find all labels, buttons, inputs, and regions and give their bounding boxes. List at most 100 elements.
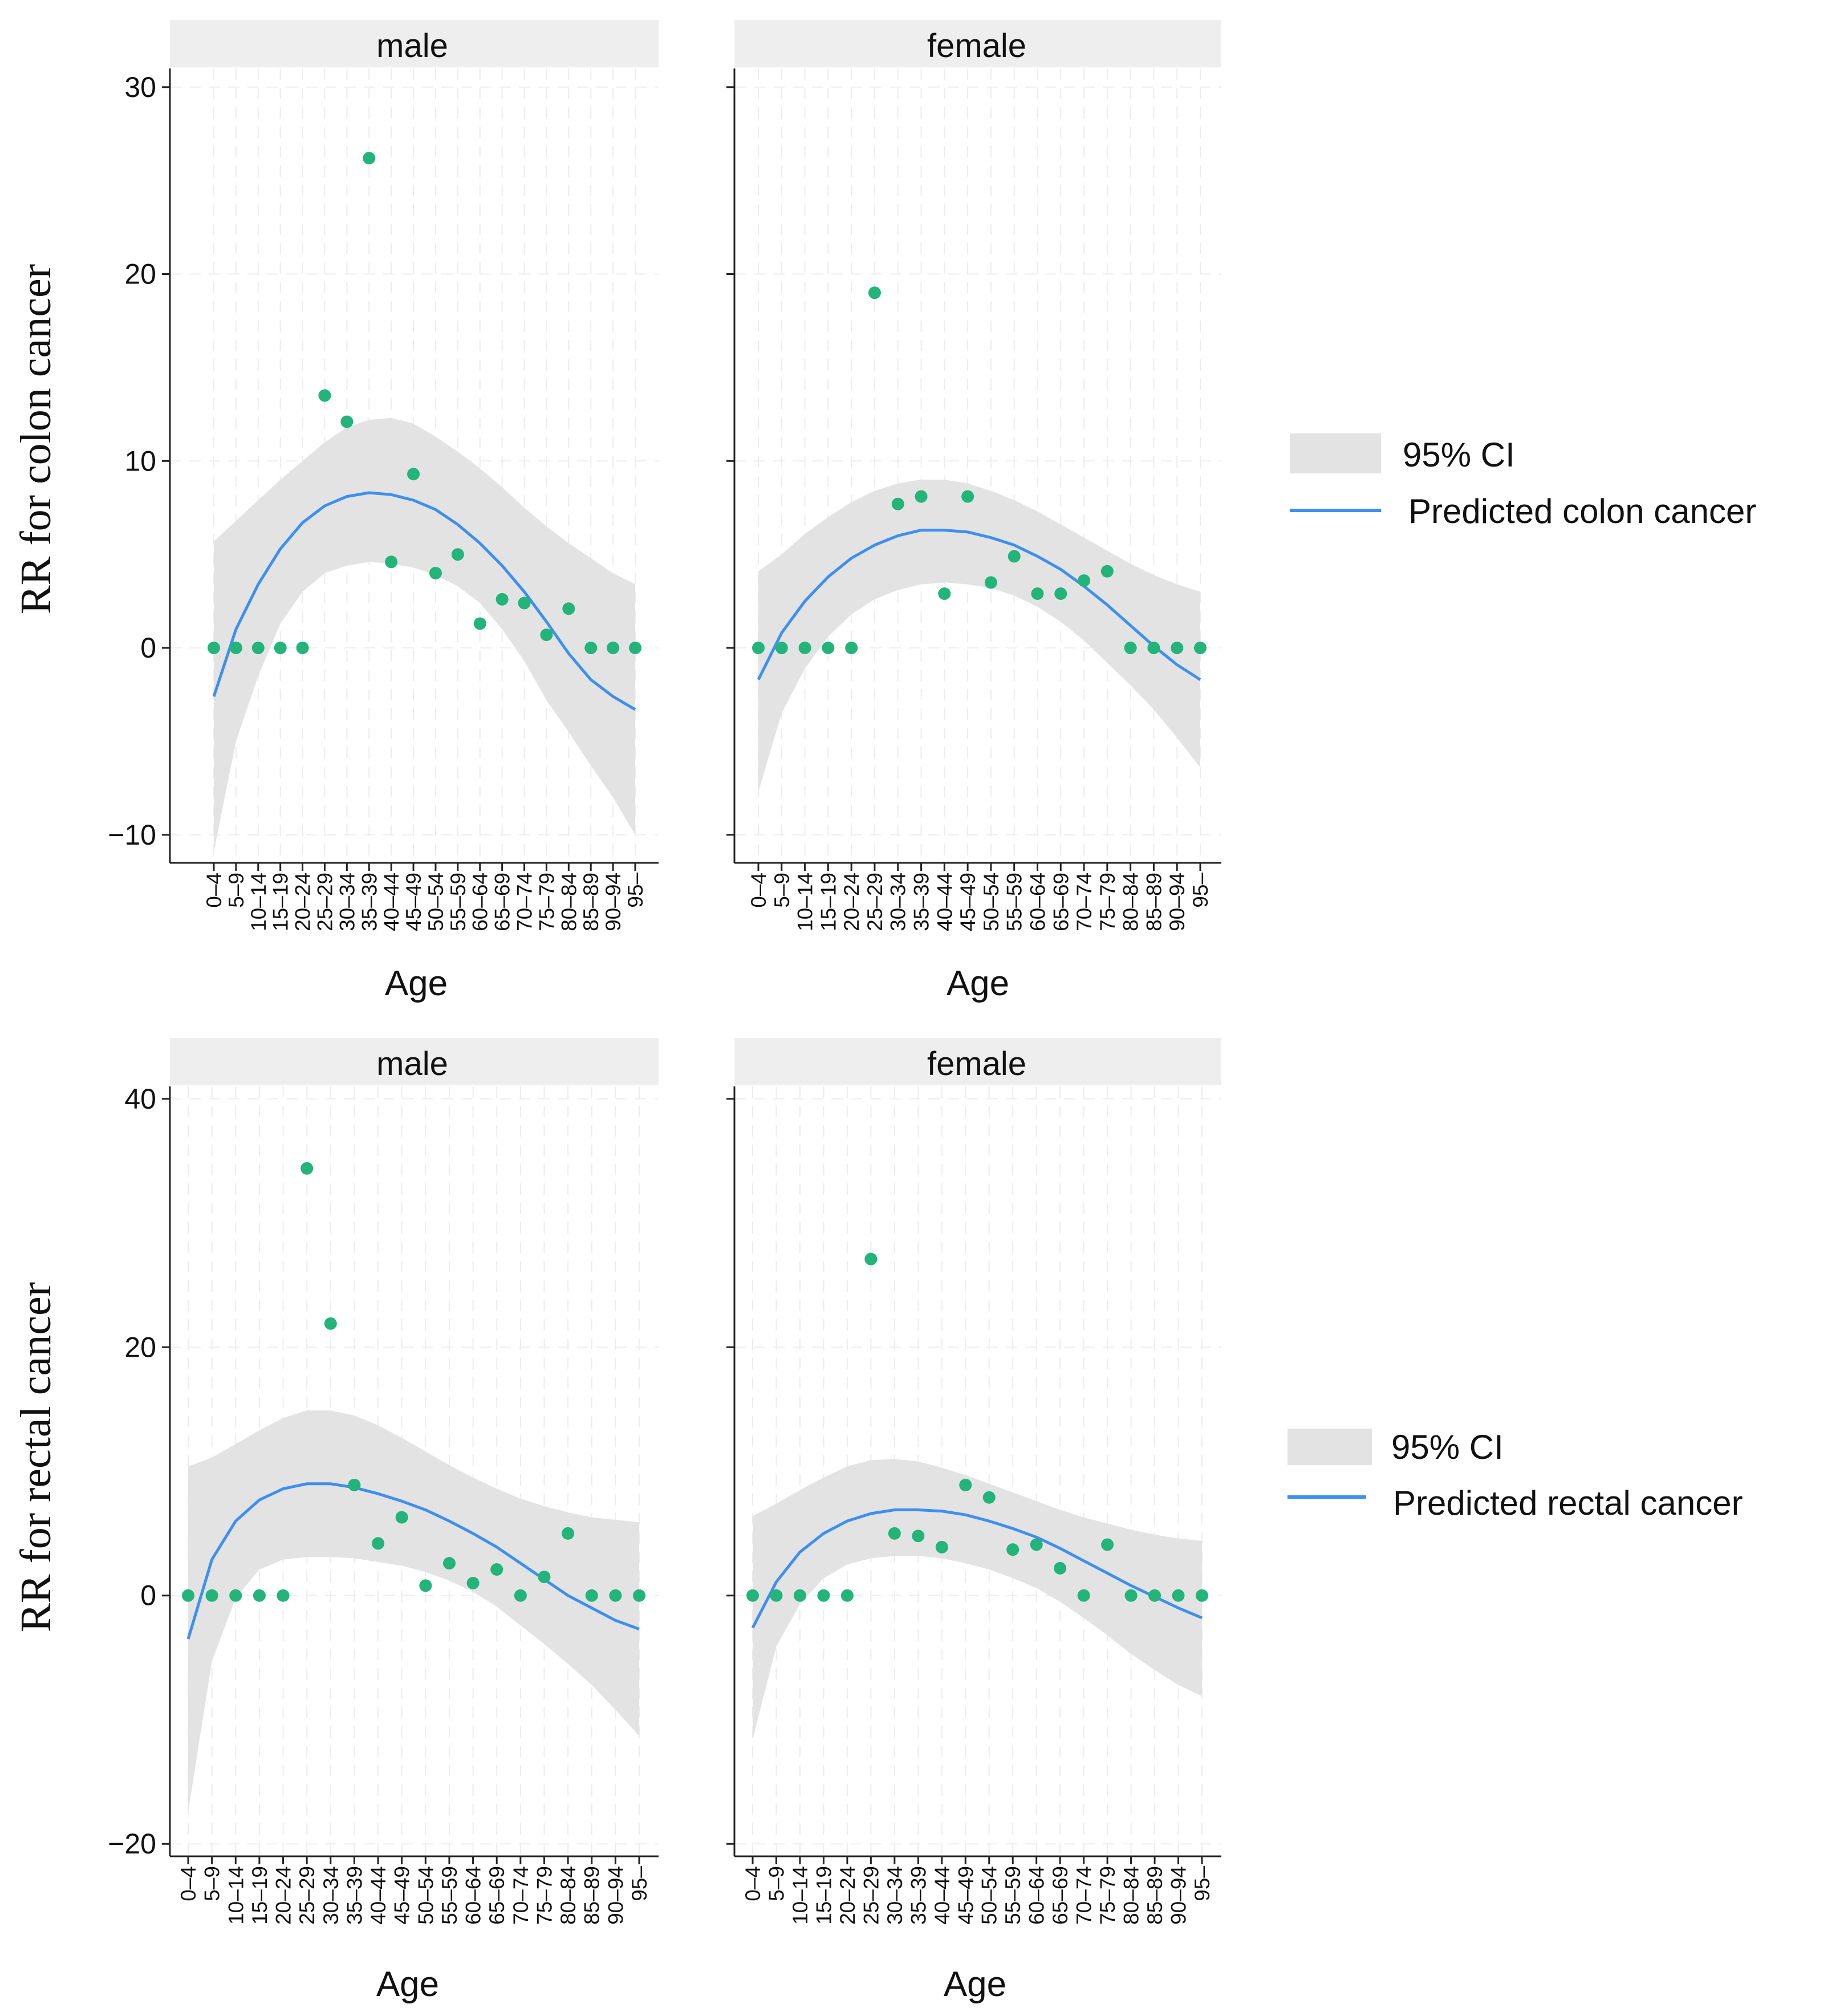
colon-male-point-60–64 xyxy=(473,617,486,630)
colon-female-point-95– xyxy=(1194,642,1207,655)
colon-male-x-tick-label: 60–64 xyxy=(469,873,492,931)
rectal-legend-ci-label: 95% CI xyxy=(1391,1428,1504,1466)
rectal-male-x-tick-label: 95– xyxy=(628,1866,651,1901)
colon-male-point-85–89 xyxy=(584,642,598,655)
colon-male-point-35–39 xyxy=(363,152,376,165)
rectal-male-point-60–64 xyxy=(466,1576,480,1589)
colon-male-x-tick-label: 90–94 xyxy=(602,873,625,931)
rectal-female-x-tick-label: 40–44 xyxy=(931,1866,954,1925)
colon-female-point-30–34 xyxy=(891,497,904,510)
colon-female-point-0–4 xyxy=(752,642,765,655)
rectal-male-x-tick-label: 45–49 xyxy=(391,1866,414,1925)
colon-male-point-5–9 xyxy=(229,642,242,655)
rectal-female-point-70–74 xyxy=(1077,1589,1090,1602)
colon-male-point-50–54 xyxy=(429,566,442,579)
rectal-male-x-tick-label: 25–29 xyxy=(295,1866,319,1925)
colon-legend-ci-swatch xyxy=(1290,433,1381,473)
rectal-legend-ci-swatch xyxy=(1287,1429,1372,1465)
colon-male-point-65–69 xyxy=(495,593,509,606)
colon-male-x-tick-label: 50–54 xyxy=(424,873,448,931)
rectal-female-point-0–4 xyxy=(746,1589,759,1602)
rectal-female-x-tick-label: 65–69 xyxy=(1049,1866,1072,1925)
rectal-female-x-tick-label: 45–49 xyxy=(954,1866,977,1925)
rectal-female-point-10–14 xyxy=(793,1589,806,1602)
colon-male-x-tick-label: 5–9 xyxy=(225,873,248,908)
rectal-male-point-85–89 xyxy=(585,1589,598,1602)
colon-male-point-30–34 xyxy=(340,415,354,428)
rectal-female-point-90–94 xyxy=(1172,1589,1185,1602)
colon-female-point-50–54 xyxy=(984,576,997,589)
rectal-female-x-tick-label: 60–64 xyxy=(1025,1866,1049,1925)
colon-female-x-tick-label: 80–84 xyxy=(1119,873,1143,931)
rectal-male-point-45–49 xyxy=(395,1511,408,1524)
rectal-male-point-80–84 xyxy=(562,1527,575,1540)
colon-female-x-tick-label: 20–24 xyxy=(840,873,863,931)
colon-female-x-tick-label: 0–4 xyxy=(747,873,770,908)
rectal-male-y-tick-label: 20 xyxy=(124,1331,156,1363)
rectal-male-x-tick-label: 80–84 xyxy=(557,1866,580,1925)
rectal-female-fit-line xyxy=(751,1508,1203,1629)
colon-male-point-25–29 xyxy=(318,389,331,402)
colon-y-axis-label: RR for colon cancer xyxy=(12,264,60,614)
colon-row: RR for colon cancer male Age −10 0 10 20 30 0… xyxy=(12,20,1756,1003)
rectal-male-point-0–4 xyxy=(182,1589,194,1602)
colon-male-x-tick-label: 70–74 xyxy=(513,873,537,931)
colon-male-x-tick-label: 25–29 xyxy=(314,873,337,931)
rectal-male-strip xyxy=(170,1038,659,1085)
rectal-female-point-55–59 xyxy=(1006,1543,1020,1556)
rectal-female-point-95– xyxy=(1196,1589,1208,1602)
rectal-row: RR for rectal cancer male Age −20 0 20 40 0–… xyxy=(12,1038,1743,2004)
colon-female-x-tick-label: 55–59 xyxy=(1003,873,1026,931)
rectal-female-x-tick-label: 75–79 xyxy=(1096,1866,1119,1925)
colon-female-x-tick-label: 60–64 xyxy=(1026,873,1050,931)
colon-female-point-90–94 xyxy=(1171,642,1184,655)
rectal-female-point-80–84 xyxy=(1124,1589,1138,1602)
rectal-female-point-60–64 xyxy=(1030,1538,1043,1551)
rectal-female-point-30–34 xyxy=(888,1527,901,1540)
rectal-male-point-5–9 xyxy=(205,1589,218,1602)
rectal-female-strip xyxy=(734,1038,1221,1085)
rectal-female-point-65–69 xyxy=(1054,1561,1067,1575)
rectal-female-point-50–54 xyxy=(982,1491,996,1504)
rectal-female-x-tick-label: 90–94 xyxy=(1167,1866,1191,1925)
rectal-male-x-tick-label: 20–24 xyxy=(272,1866,295,1925)
colon-female-point-10–14 xyxy=(798,642,811,655)
rectal-male-point-30–34 xyxy=(324,1317,337,1330)
colon-male-x-tick-label: 65–69 xyxy=(491,873,514,931)
rectal-female-x-tick-label: 15–19 xyxy=(812,1866,835,1925)
colon-male-point-95– xyxy=(629,642,641,655)
colon-male-point-45–49 xyxy=(407,468,420,481)
rectal-female-point-35–39 xyxy=(912,1530,925,1543)
colon-male-x-tick-label: 80–84 xyxy=(557,873,580,931)
rectal-female-x-tick-label: 85–89 xyxy=(1143,1866,1167,1925)
rectal-female-x-tick-label: 80–84 xyxy=(1120,1866,1143,1925)
colon-female-point-85–89 xyxy=(1147,642,1160,655)
colon-female-x-tick-label: 40–44 xyxy=(933,873,956,931)
colon-male-fit-line xyxy=(212,491,636,711)
rectal-female-point-5–9 xyxy=(770,1589,783,1602)
colon-female-point-55–59 xyxy=(1008,550,1021,563)
rectal-male-y-tick-label: −20 xyxy=(108,1828,156,1860)
colon-female-point-70–74 xyxy=(1078,574,1091,587)
colon-female-x-axis-label: Age xyxy=(947,964,1009,1003)
colon-male-point-80–84 xyxy=(562,602,575,615)
rectal-male-ci-band xyxy=(188,1410,639,1812)
colon-female-point-65–69 xyxy=(1054,587,1067,601)
rectal-male-strip-label: male xyxy=(376,1045,448,1082)
rectal-male-x-tick-label: 60–64 xyxy=(462,1866,485,1925)
rectal-male-x-tick-label: 70–74 xyxy=(509,1866,533,1925)
rectal-male-y-tick-label: 40 xyxy=(124,1083,156,1115)
colon-male-y-tick-label: 0 xyxy=(140,632,156,664)
colon-female-x-tick-label: 75–79 xyxy=(1096,873,1119,931)
rectal-y-axis-label: RR for rectal cancer xyxy=(12,1282,60,1632)
colon-male-x-tick-label: 20–24 xyxy=(291,873,315,931)
rectal-female-point-40–44 xyxy=(935,1540,948,1553)
colon-female-point-80–84 xyxy=(1124,642,1137,655)
rectal-female-x-tick-label: 25–29 xyxy=(859,1866,883,1925)
colon-female-point-15–19 xyxy=(822,642,835,655)
rectal-male-x-tick-label: 65–69 xyxy=(485,1866,509,1925)
colon-male-x-tick-label: 10–14 xyxy=(247,873,270,931)
colon-male-x-tick-label: 15–19 xyxy=(269,873,293,931)
rectal-male-point-35–39 xyxy=(348,1478,361,1491)
